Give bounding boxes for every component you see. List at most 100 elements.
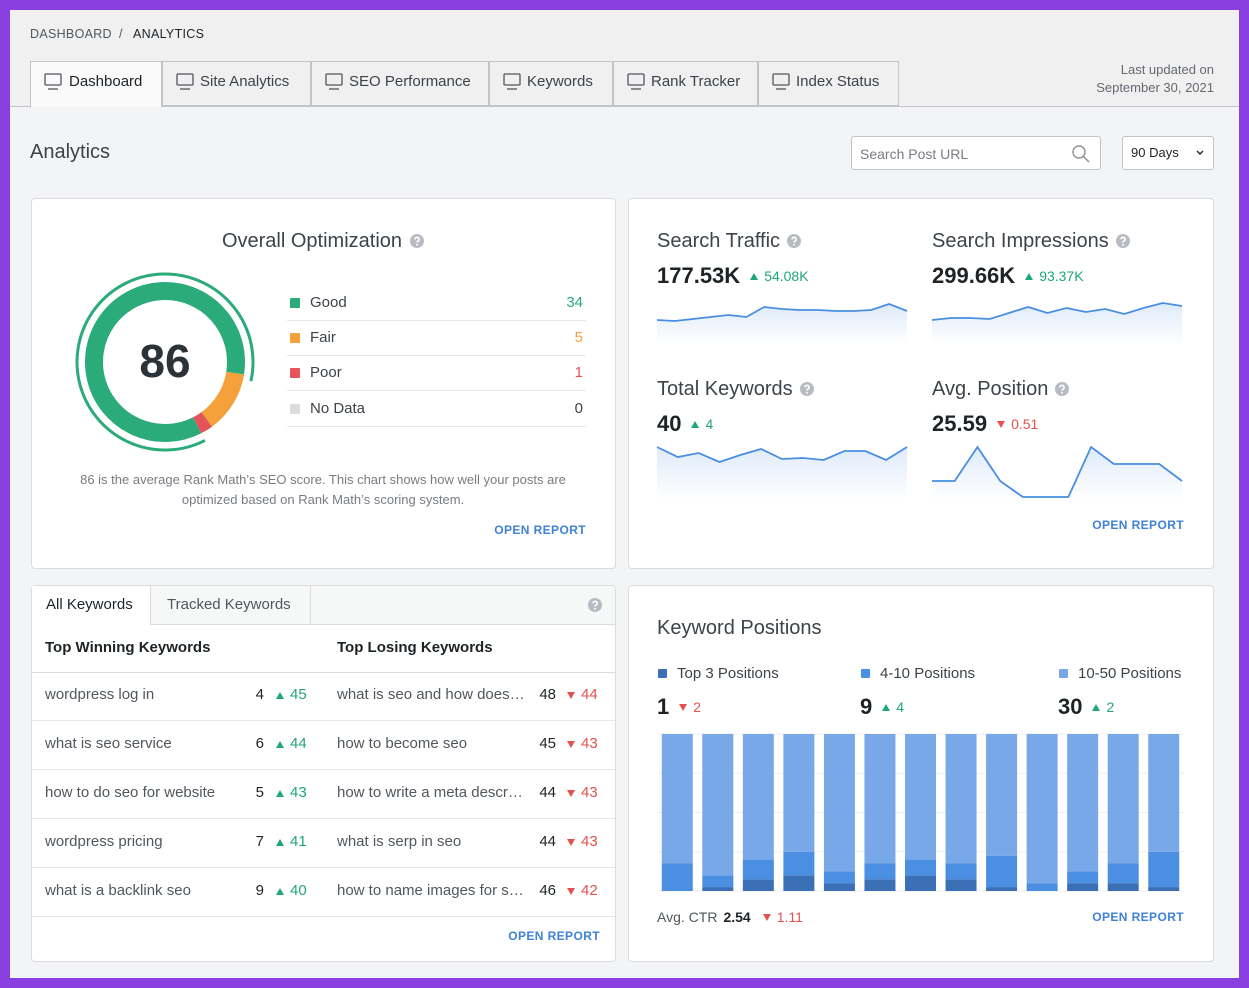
keyword-text: what is seo and how does… [337, 686, 525, 704]
trend-arrow [750, 272, 759, 280]
keyword-change: 43 [581, 735, 598, 753]
row-divider [32, 672, 615, 673]
trend-arrow-shape [567, 887, 575, 895]
stat-value: 177.53K [657, 263, 741, 288]
legend-label: Top 3 Positions [677, 665, 779, 683]
open-report-link[interactable]: OPEN REPORT [1092, 518, 1184, 533]
trend-arrow [567, 740, 575, 748]
breadcrumb-item: DASHBOARD [30, 26, 112, 41]
trend-arrow [762, 913, 771, 921]
row-divider [32, 916, 615, 917]
keyword-change: 45 [290, 686, 307, 704]
trend-arrow [276, 691, 284, 699]
legend-swatch [290, 368, 300, 378]
legend-value: 34 [566, 294, 583, 312]
open-report-link[interactable]: OPEN REPORT [494, 523, 586, 538]
nav-tab-label[interactable]: Keywords [527, 73, 593, 91]
nav-tab-label[interactable]: Rank Tracker [651, 73, 741, 91]
keyword-position: 45 [539, 735, 556, 753]
keyword-change-arrow [276, 739, 284, 749]
optimization-description: 86 is the average Rank Math’s SEO score.… [80, 472, 566, 507]
column-header: Top Losing Keywords [337, 639, 493, 657]
search-box[interactable] [851, 136, 1101, 170]
stat-title-text: Search Traffic [657, 229, 781, 252]
help-icon[interactable] [410, 234, 425, 248]
help-icon[interactable] [1055, 382, 1070, 396]
breadcrumb-item: ANALYTICS [133, 26, 205, 41]
help-icon[interactable] [1115, 234, 1130, 248]
keywords-tab[interactable] [151, 586, 311, 624]
stat-title: Avg. Position [932, 375, 1070, 403]
trend-arrow [997, 420, 1006, 428]
stat-change: 0.51 [1011, 416, 1039, 432]
page-title: Analytics [30, 141, 111, 163]
open-report-link[interactable]: OPEN REPORT [508, 929, 600, 944]
stat-change: 4 [705, 416, 714, 432]
stat-title-text: Total Keywords [657, 377, 793, 400]
help-icon-dot [416, 243, 418, 246]
legend-label: Poor [310, 364, 342, 382]
keyword-position: 5 [255, 784, 264, 802]
keyword-text: what is seo service [45, 735, 172, 753]
help-icon[interactable] [787, 234, 802, 248]
trend-arrow [691, 420, 700, 428]
ctr-change: 1.11 [776, 909, 803, 925]
trend-arrow-shape [276, 740, 284, 748]
trend-arrow [567, 789, 575, 797]
legend-swatch [861, 669, 870, 678]
row-divider [32, 867, 615, 868]
nav-tab-label[interactable]: Dashboard [69, 73, 143, 91]
row-divider [32, 818, 615, 819]
legend-swatch [1059, 669, 1068, 678]
legend-swatch [658, 669, 667, 678]
help-icon-dot [805, 391, 808, 394]
keyword-position: 48 [539, 686, 556, 704]
stat-value: 25.59 [932, 411, 988, 436]
stat-title-text: Search Impressions [932, 229, 1109, 252]
legend-label: 10-50 Positions [1078, 665, 1182, 683]
stat-change: 54.08K [764, 268, 809, 284]
legend-divider [287, 426, 586, 427]
stat-title: Search Traffic [657, 227, 802, 255]
trend-arrow-shape [567, 740, 575, 748]
keyword-change-arrow [567, 690, 575, 700]
help-icon-mark [414, 236, 420, 243]
nav-tab[interactable] [162, 61, 311, 106]
nav-tab-label[interactable]: SEO Performance [349, 73, 471, 91]
help-icon[interactable] [588, 598, 602, 612]
nav-tab-label[interactable]: Site Analytics [200, 73, 290, 91]
ctr-label: Avg. CTR [657, 909, 718, 925]
trend-arrow-shape [276, 838, 284, 846]
keyword-position: 9 [255, 882, 264, 900]
help-icon-dot [1121, 243, 1124, 246]
trend-arrow [567, 691, 575, 699]
trend-arrow-shape [750, 272, 759, 280]
legend-value: 1 [574, 364, 583, 382]
keywords-help [588, 598, 602, 612]
trend-arrow-shape [997, 420, 1006, 428]
trend-arrow-shape [762, 913, 771, 921]
open-report-link[interactable]: OPEN REPORT [1092, 910, 1184, 925]
keyword-text: wordpress pricing [45, 833, 163, 851]
keyword-position: 6 [255, 735, 264, 753]
help-icon[interactable] [799, 382, 814, 396]
stat-value-row: 299.66K 93.37K [932, 261, 1084, 291]
card-title: Keyword Positions [657, 617, 822, 639]
trend-arrow [276, 789, 284, 797]
keyword-change-arrow [276, 690, 284, 700]
nav-tab-label[interactable]: Index Status [796, 73, 880, 91]
stat-title-text: Avg. Position [932, 377, 1049, 400]
keywords-tab-label[interactable]: Tracked Keywords [167, 596, 291, 614]
trend-arrow-shape [1025, 272, 1034, 280]
position-count: 9 [860, 694, 873, 719]
trend-arrow [679, 703, 688, 711]
keyword-change: 40 [290, 882, 307, 900]
keyword-change-arrow [276, 837, 284, 847]
keywords-tab-label[interactable]: All Keywords [46, 596, 133, 614]
keyword-text: how to write a meta descr… [337, 784, 523, 802]
keyword-change: 44 [290, 735, 307, 753]
keyword-text: how to do seo for website [45, 784, 216, 802]
legend-label: Good [310, 294, 347, 312]
keywords-tab[interactable] [32, 586, 151, 625]
